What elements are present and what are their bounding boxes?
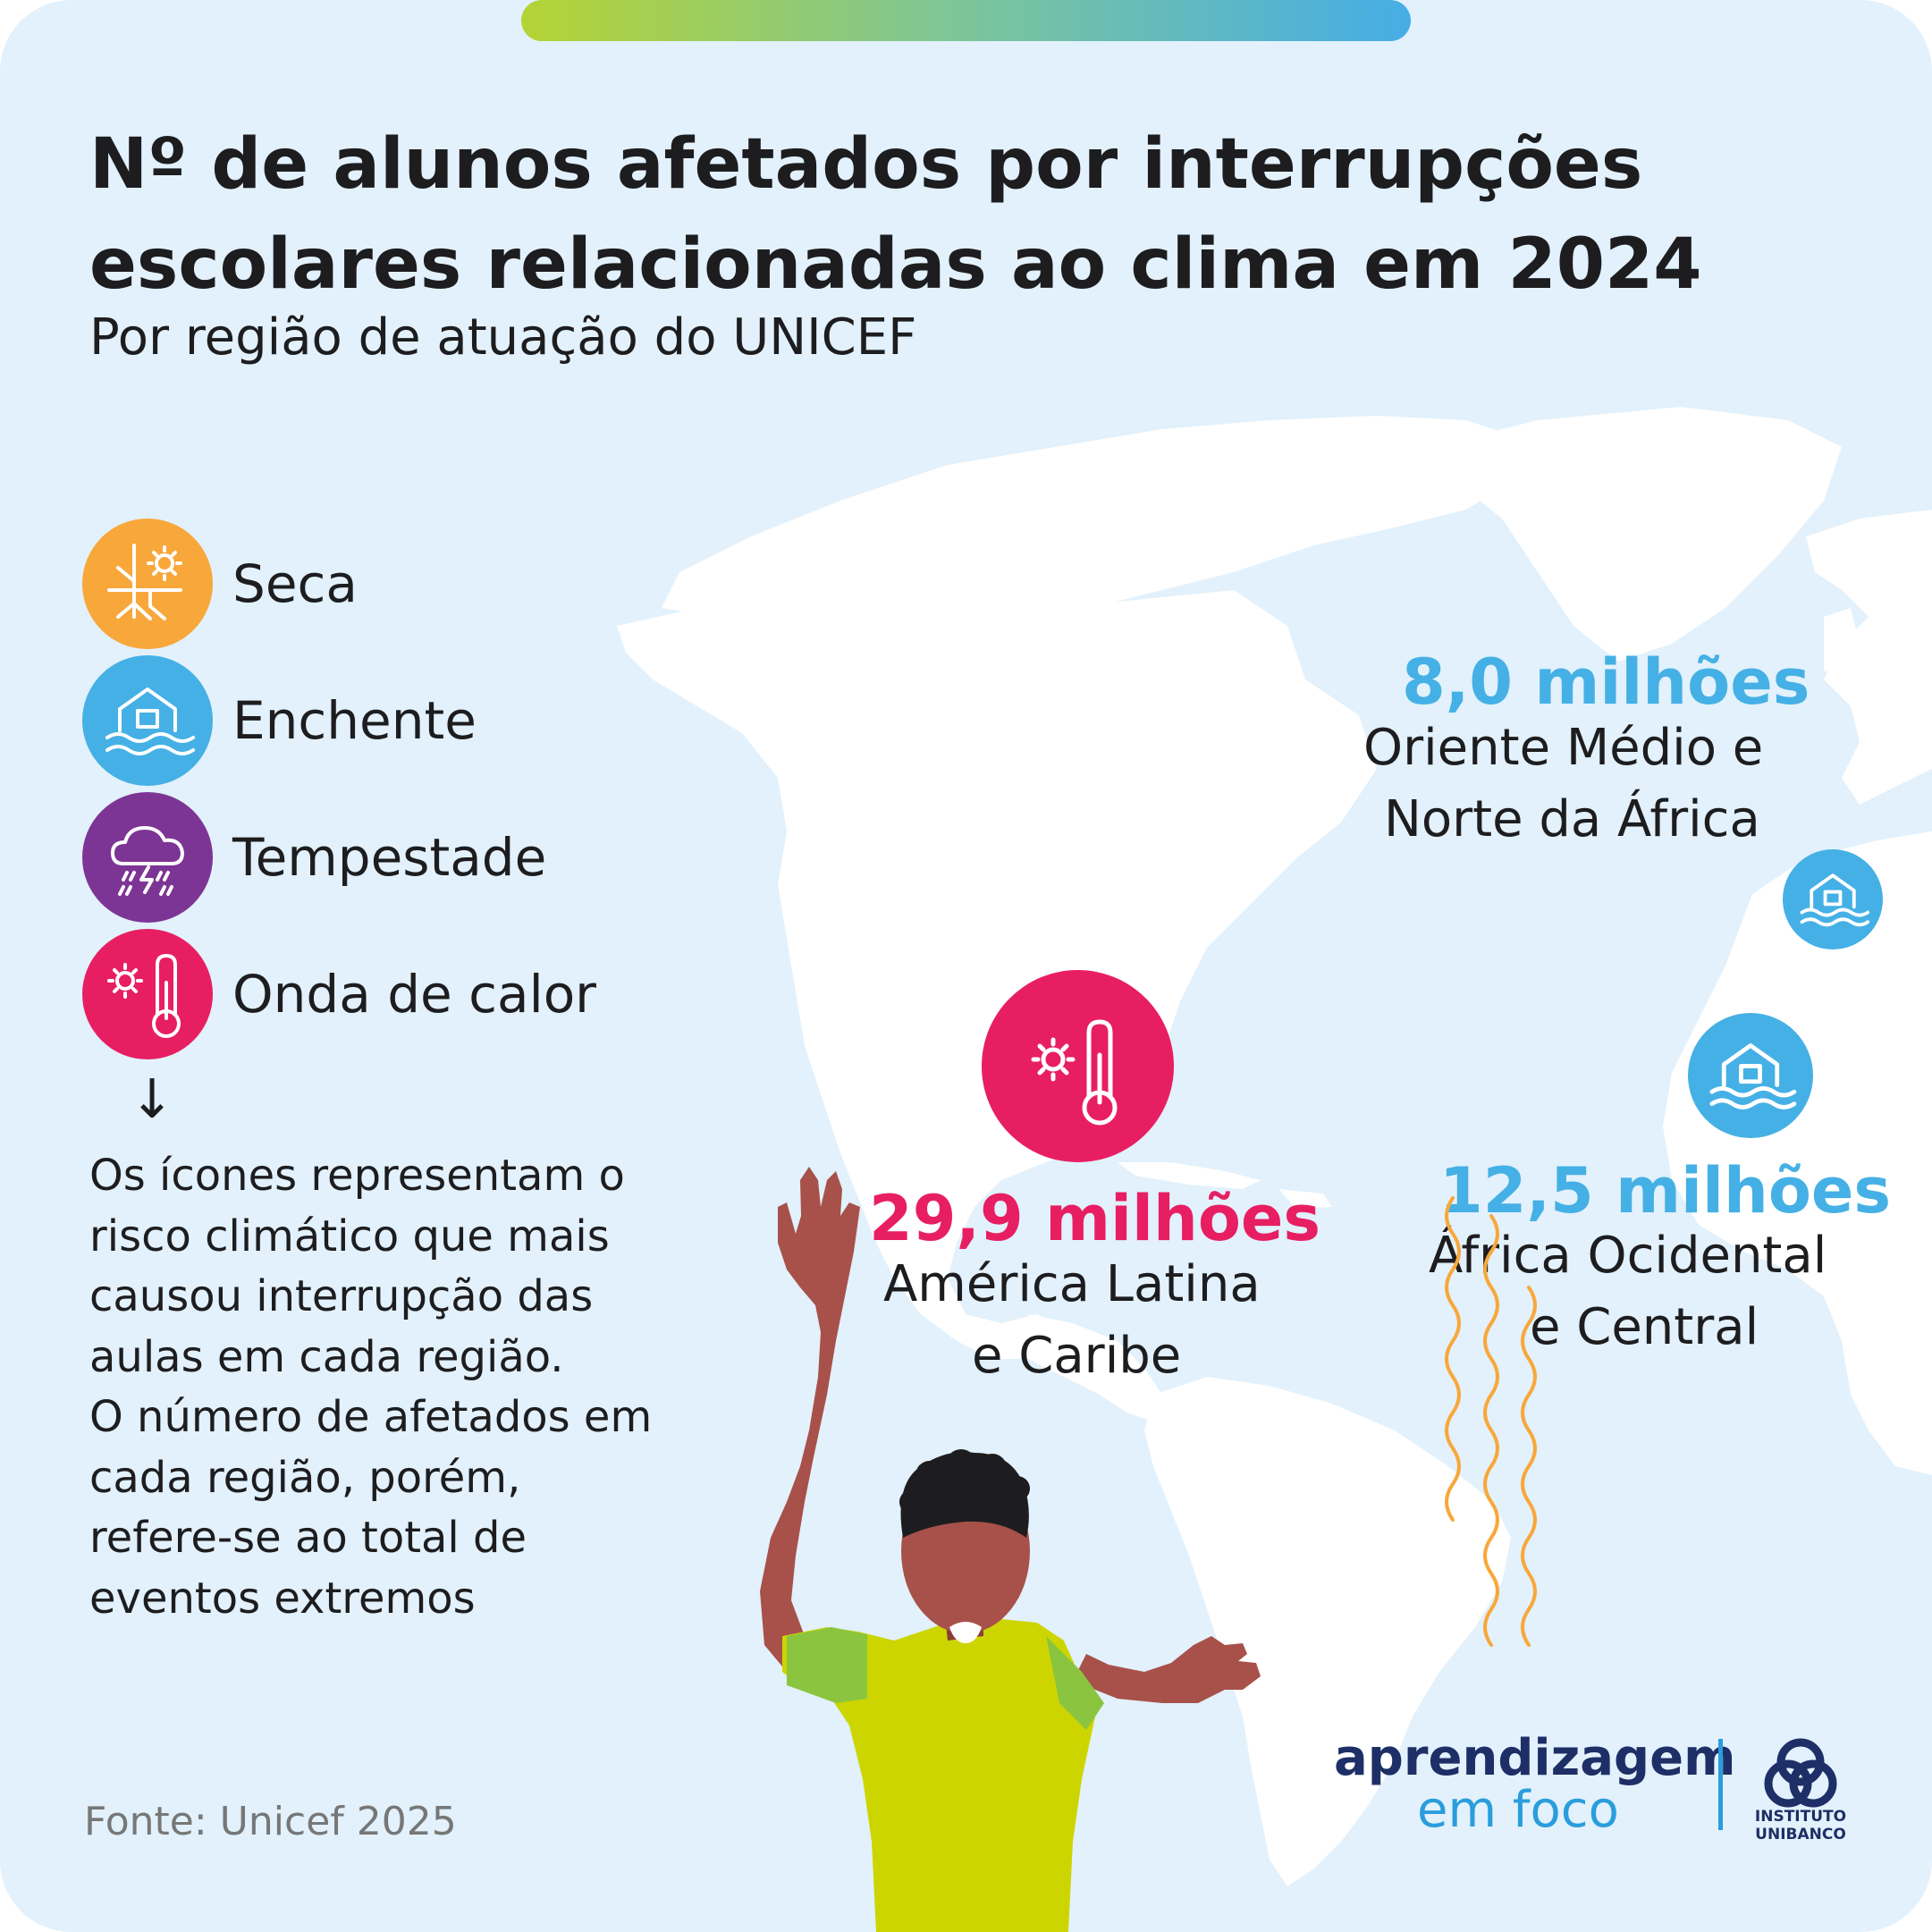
page-subtitle: Por região de atuação do UNICEF	[89, 308, 917, 367]
page-title: Nº de alunos afetados por interrupções e…	[89, 114, 1788, 315]
legend-item-storm: Tempestade	[82, 792, 708, 923]
logo-divider	[1718, 1739, 1723, 1830]
legend-label-heatwave: Onda de calor	[232, 964, 597, 1025]
south-america	[1144, 1377, 1511, 1886]
latin-america-value: 29,9 milhões	[869, 1182, 1321, 1255]
mena-value: 8,0 milhões	[1402, 645, 1810, 719]
explanation-note: Os ícones representam o risco climático …	[89, 1146, 715, 1629]
latin-america-name-line1: América Latina	[883, 1255, 1261, 1313]
note-line: refere-se ao total de	[89, 1513, 527, 1563]
logo-institute-name: INSTITUTO UNIBANCO	[1754, 1808, 1847, 1843]
west-central-africa-flood-marker	[1688, 1013, 1813, 1138]
legend-label-storm: Tempestade	[232, 827, 547, 888]
central-america	[1028, 1314, 1162, 1422]
greenland	[1430, 407, 1842, 662]
mena-name-line2: Norte da África	[1384, 790, 1760, 848]
heat-waves	[1445, 1196, 1537, 1647]
africa	[1663, 831, 1932, 1475]
title-line-1: Nº de alunos afetados por interrupções	[89, 124, 1643, 205]
legend-item-heatwave: Onda de calor	[82, 929, 708, 1059]
flood-icon	[82, 655, 213, 786]
storm-icon	[82, 792, 213, 923]
heatwave-icon	[82, 929, 213, 1059]
note-line: cada região, porém,	[89, 1452, 521, 1503]
legend-label-drought: Seca	[232, 553, 358, 614]
title-line-2: escolares relacionadas ao clima em 2024	[89, 224, 1702, 305]
down-arrow-icon: ↓	[130, 1068, 175, 1131]
note-line: causou interrupção das	[89, 1271, 594, 1321]
british-isles	[1824, 608, 1860, 679]
note-line: risco climático que mais	[89, 1211, 610, 1261]
flood-icon	[1709, 1043, 1797, 1109]
top-accent-bar	[521, 0, 1411, 41]
arctic-islands	[662, 416, 1520, 626]
latin-america-name-line2: e Caribe	[972, 1327, 1182, 1385]
latin-america-heatwave-marker	[982, 970, 1174, 1162]
note-line: O número de afetados em	[89, 1392, 653, 1442]
note-line: Os ícones representam o	[89, 1151, 625, 1201]
legend-label-flood: Enchente	[232, 690, 477, 751]
legend-item-drought: Seca	[82, 519, 708, 649]
europe	[1806, 510, 1932, 805]
logo-wordmark-line1: aprendizagem	[1334, 1729, 1736, 1787]
note-line: aulas em cada região.	[89, 1331, 564, 1382]
mena-name-line1: Oriente Médio e	[1363, 719, 1764, 777]
legend-item-flood: Enchente	[82, 655, 708, 786]
caribbean-hispaniola	[1278, 1189, 1332, 1209]
logo-wordmark-line2: em foco	[1417, 1781, 1619, 1839]
caribbean-cuba	[1118, 1162, 1261, 1189]
north-america	[617, 590, 1377, 1395]
source-note: Fonte: Unicef 2025	[84, 1799, 457, 1844]
west-central-africa-value: 12,5 milhões	[1439, 1154, 1892, 1228]
instituto-unibanco-logo-icon	[1764, 1738, 1837, 1808]
flood-icon	[1800, 873, 1870, 927]
mena-flood-marker	[1783, 849, 1883, 949]
note-line: eventos extremos	[89, 1573, 476, 1624]
west-central-africa-name-line2: e Central	[1530, 1298, 1759, 1356]
heatwave-icon	[1031, 1019, 1118, 1126]
drought-icon	[82, 519, 213, 649]
west-central-africa-name-line1: África Ocidental	[1429, 1227, 1827, 1285]
